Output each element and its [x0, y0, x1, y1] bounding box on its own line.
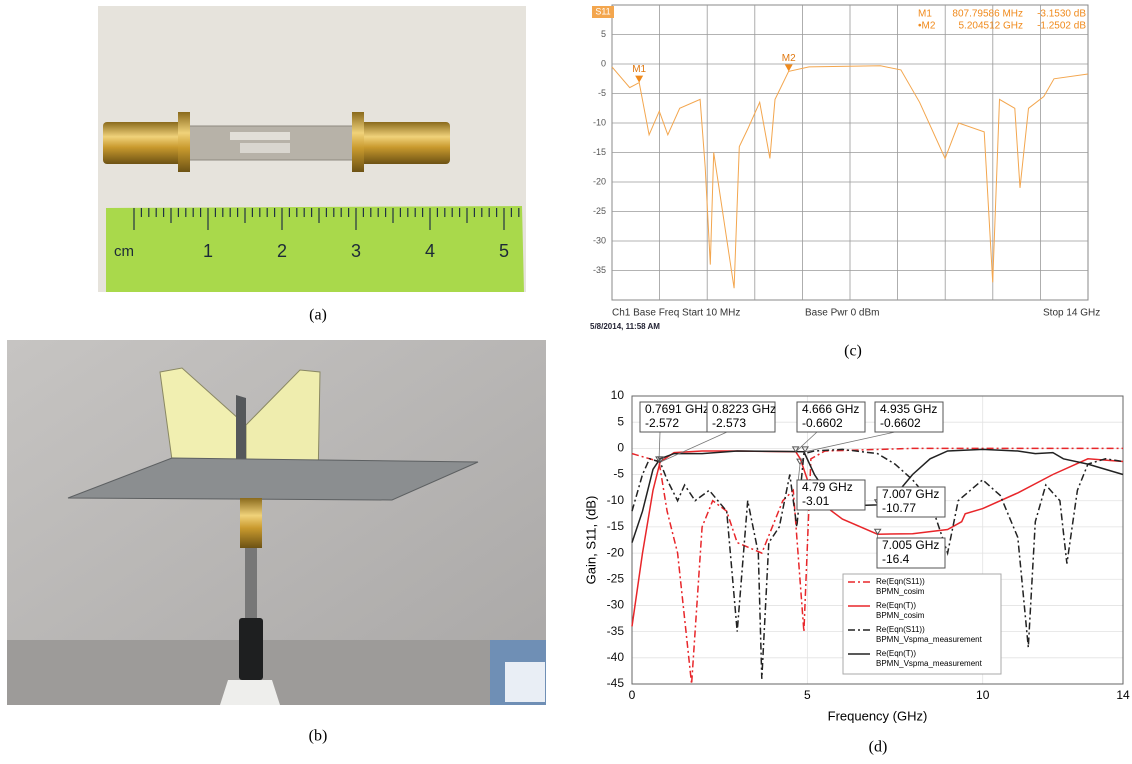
trace-label: S11	[595, 6, 610, 16]
annotation-x: 4.935 GHz	[880, 402, 937, 416]
y-tick-label: -30	[593, 235, 606, 245]
y-tick-label: 5	[617, 414, 624, 428]
legend-name: Re(Eqn(S11))	[876, 625, 925, 634]
legend-dataset: BPMN_cosim	[876, 587, 925, 596]
y-tick-label: 10	[611, 388, 625, 402]
ruler-label: 2	[277, 241, 287, 261]
readout-y: -3.1530 dB	[1037, 9, 1086, 20]
annotation-y: -10.77	[882, 501, 916, 515]
caption: (d)	[869, 739, 888, 756]
readout-name: M1	[918, 9, 932, 20]
readout-x: 807.79586 MHz	[952, 9, 1023, 20]
x-tick-label: 5	[804, 688, 811, 702]
marker-name: M2	[782, 53, 796, 64]
legend-name: Re(Eqn(T))	[876, 649, 916, 658]
footer-text: Stop 14 GHz	[1043, 308, 1100, 319]
annotation-y: -16.4	[882, 552, 910, 566]
legend-dataset: BPMN_cosim	[876, 611, 925, 620]
y-tick-label: 0	[617, 441, 624, 455]
y-tick-label: -40	[607, 650, 625, 664]
caption: (a)	[309, 307, 327, 324]
annotation-y: -0.6602	[802, 416, 843, 430]
readout-x: 5.204512 GHz	[959, 21, 1024, 32]
ruler-label: 3	[351, 241, 361, 261]
readout-y: -1.2502 dB	[1037, 21, 1086, 32]
y-axis-label: Gain, S11, (dB)	[583, 496, 598, 585]
timestamp: 5/8/2014, 11:58 AM	[590, 322, 660, 331]
annotation-leader	[661, 432, 727, 462]
y-tick-label: -20	[593, 176, 606, 186]
y-tick-label: -35	[593, 265, 606, 275]
y-tick-label: -15	[607, 519, 625, 533]
y-tick-label: -45	[607, 676, 625, 690]
readout-name: •M2	[918, 21, 936, 32]
x-tick-label: 10	[976, 688, 990, 702]
annotation-x: 0.7691 GHz	[645, 402, 709, 416]
y-tick-label: -20	[607, 545, 625, 559]
ruler-label: cm	[114, 243, 134, 260]
annotation-y: -3.01	[802, 494, 830, 508]
annotation-x: 4.666 GHz	[802, 402, 859, 416]
annotation-leader	[805, 432, 895, 452]
y-tick-label: -10	[607, 493, 625, 507]
ruler-label: 4	[425, 241, 435, 261]
annotation-x: 0.8223 GHz	[712, 402, 776, 416]
y-tick-label: -25	[607, 571, 625, 585]
annotation-leader	[659, 432, 660, 462]
annotation-x: 7.005 GHz	[882, 538, 939, 552]
legend-dataset: BPMN_Vspma_measurement	[876, 659, 983, 668]
footer-text: Ch1 Base Freq Start 10 MHz	[612, 308, 740, 319]
annotation-y: -0.6602	[880, 416, 921, 430]
footer-text: Base Pwr 0 dBm	[805, 308, 879, 319]
y-tick-label: 5	[601, 29, 606, 39]
y-tick-label: -30	[607, 598, 625, 612]
legend-name: Re(Eqn(S11))	[876, 577, 925, 586]
annotation-y: -2.573	[712, 416, 746, 430]
caption: (b)	[309, 728, 328, 745]
annotation-y: -2.572	[645, 416, 679, 430]
photo-a	[98, 6, 526, 292]
x-axis-label: Frequency (GHz)	[828, 708, 928, 723]
annotation-x: 7.007 GHz	[882, 487, 939, 501]
marker-name: M1	[632, 64, 646, 75]
ruler-label: 1	[203, 241, 213, 261]
y-tick-label: 0	[601, 58, 606, 68]
y-tick-label: -15	[593, 147, 606, 157]
y-tick-label: -35	[607, 624, 625, 638]
x-tick-label: 14	[1116, 688, 1130, 702]
y-tick-label: -5	[598, 88, 606, 98]
y-tick-label: -5	[613, 467, 624, 481]
photo-b	[7, 340, 546, 705]
ruler-label: 5	[499, 241, 509, 261]
annotation-x: 4.79 GHz	[802, 480, 853, 494]
x-tick-label: 0	[629, 688, 636, 702]
legend-name: Re(Eqn(T))	[876, 601, 916, 610]
legend-dataset: BPMN_Vspma_measurement	[876, 635, 983, 644]
figure: (a) (b) cm 1 2 3 4 5 5 0 -5 -10 -15 -20 -25 -30 -35 S11…	[0, 0, 1132, 764]
y-tick-label: -10	[593, 117, 606, 127]
caption: (c)	[844, 343, 862, 360]
y-tick-label: -25	[593, 206, 606, 216]
